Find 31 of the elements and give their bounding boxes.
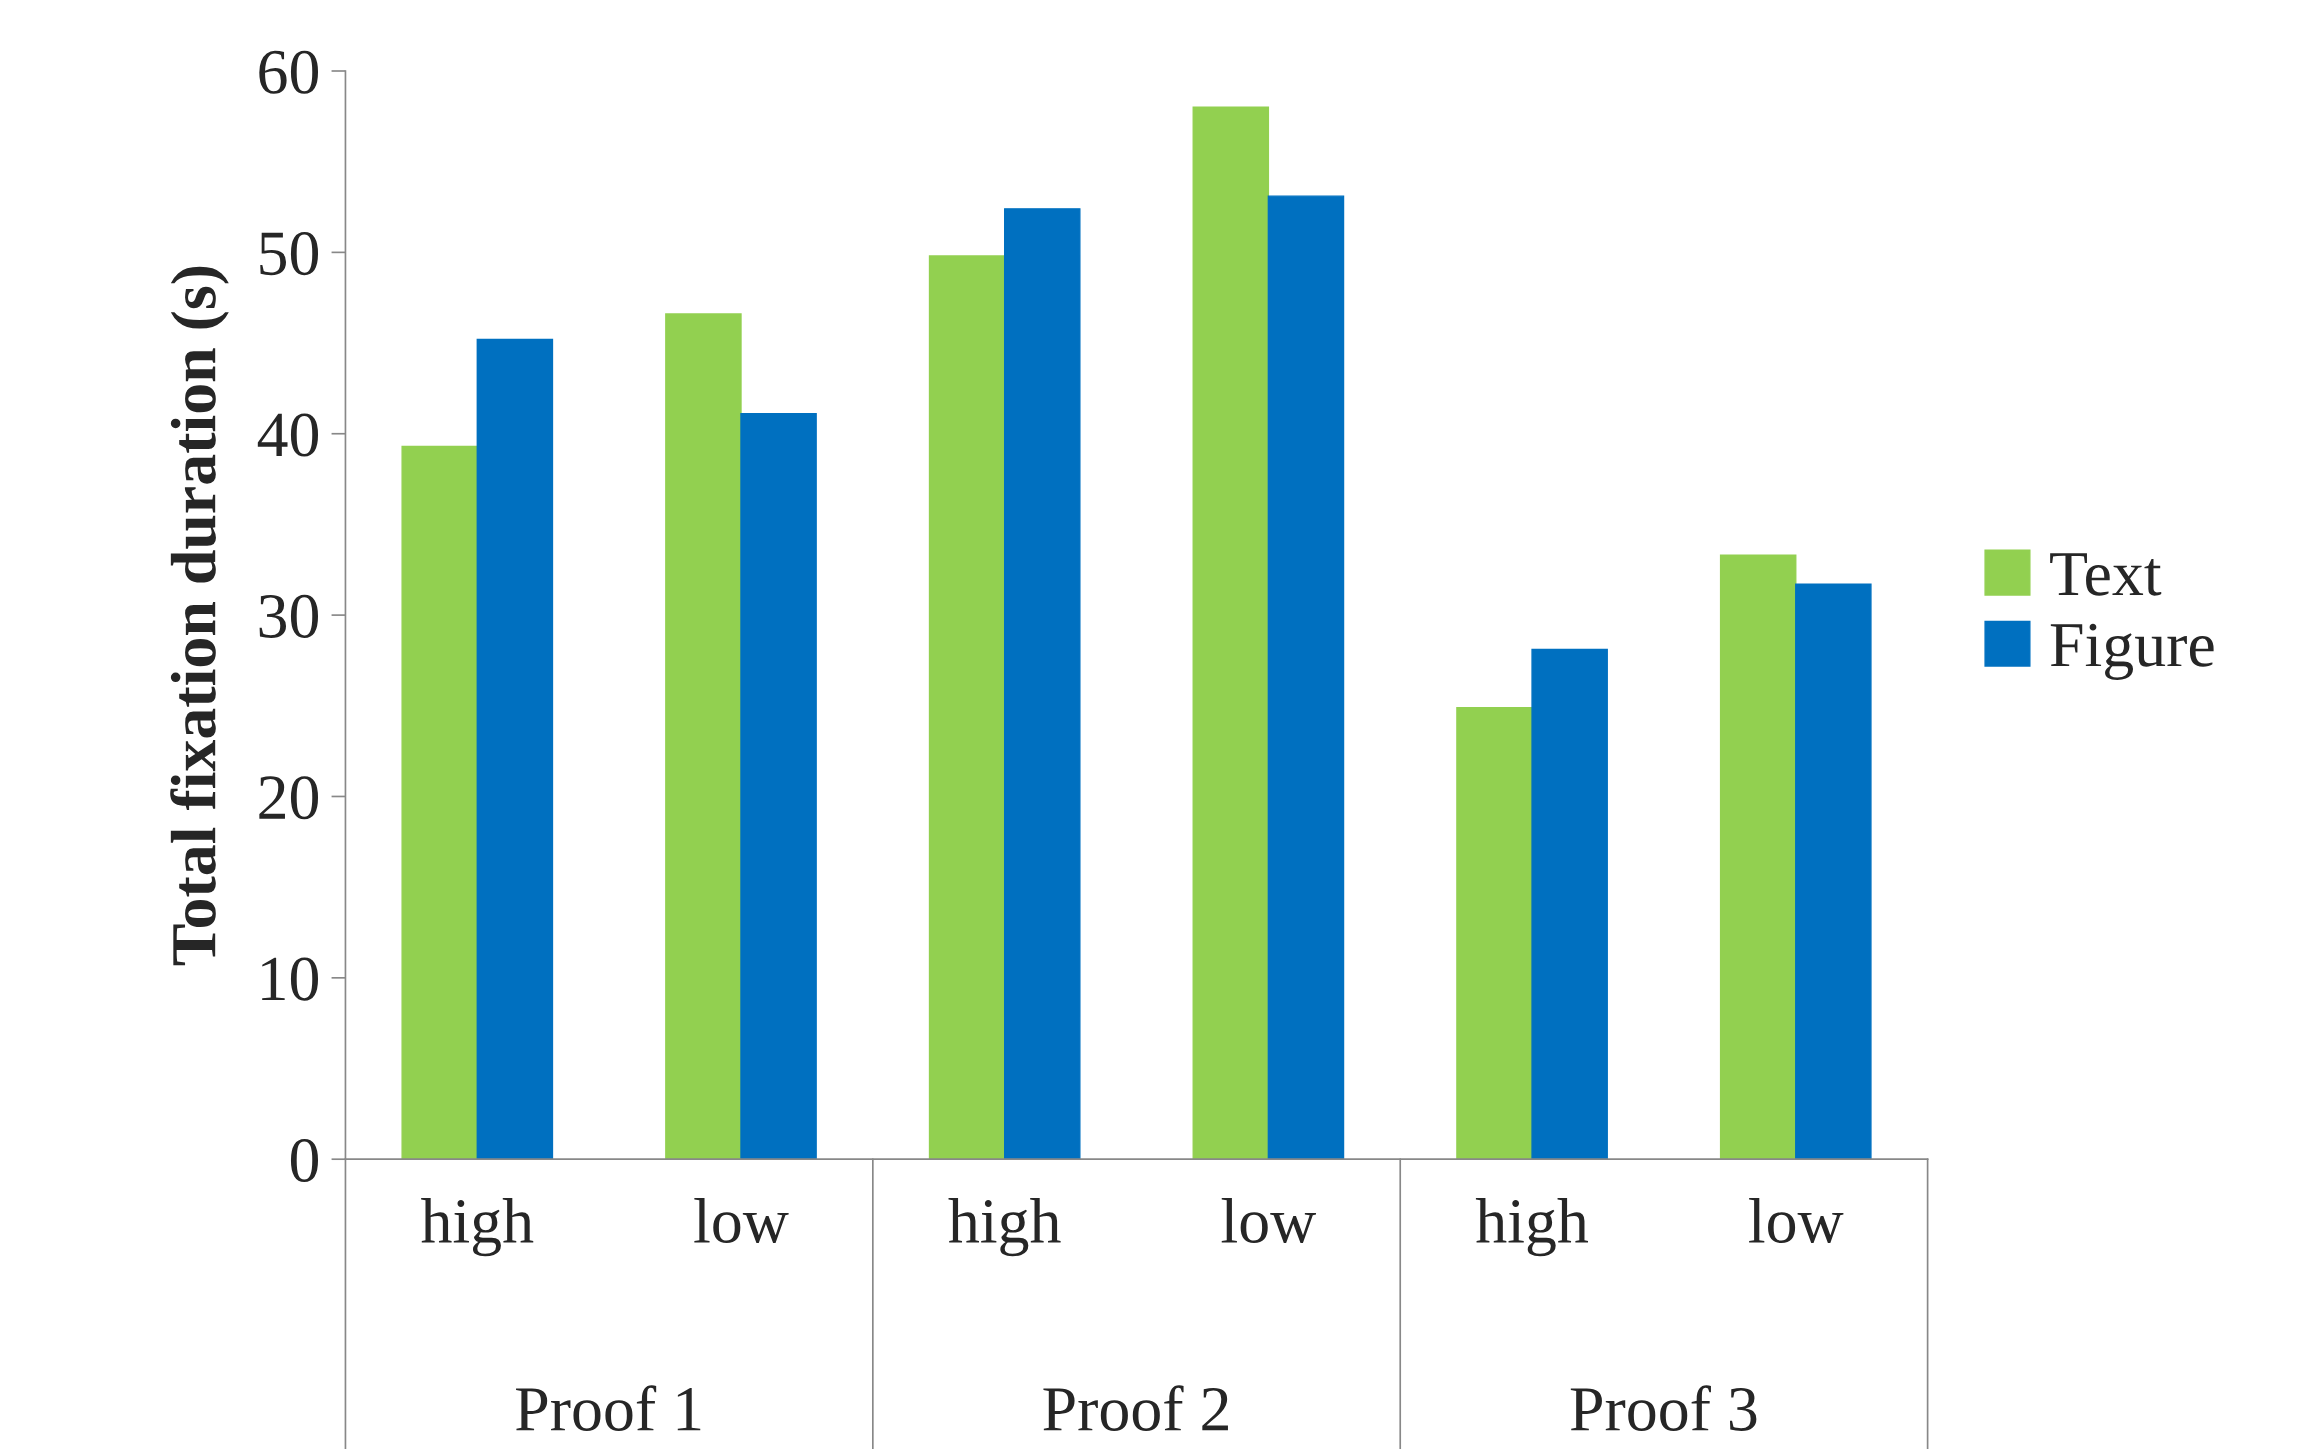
- y-tick-label: 60: [259, 50, 319, 94]
- bar: [928, 255, 1006, 1160]
- x-tick-label: low: [694, 1198, 789, 1244]
- bar: [1719, 554, 1797, 1160]
- bar: [1003, 208, 1081, 1160]
- x-tick-label: high: [948, 1198, 1061, 1257]
- y-tick-label: 30: [259, 594, 319, 638]
- y-tick-label: 20: [259, 776, 319, 820]
- text: Proof 1: [516, 1385, 701, 1431]
- x-tick-label: high: [421, 1198, 534, 1257]
- bar: [1456, 706, 1533, 1160]
- y-tick-label: 10: [262, 957, 319, 1001]
- y-tick-label: 0: [290, 1138, 319, 1182]
- x-tick-label: high: [1475, 1198, 1589, 1257]
- bar: [1531, 648, 1608, 1160]
- x-tick-label: low: [1749, 1198, 1844, 1244]
- bar: [401, 445, 478, 1160]
- legend-label: Figure: [2050, 623, 2214, 680]
- text: Proof 3: [1570, 1385, 1757, 1431]
- bar: [665, 313, 742, 1160]
- y-tick-label: 40: [257, 413, 319, 457]
- text: Proof 2: [1043, 1385, 1228, 1431]
- x-tick-label: low: [1221, 1198, 1317, 1244]
- bar: [740, 413, 817, 1160]
- bar: [1267, 195, 1345, 1160]
- y-tick-label: 50: [260, 232, 319, 276]
- bar: [476, 338, 554, 1160]
- bar: [1795, 583, 1872, 1160]
- bar: [1192, 106, 1270, 1160]
- legend-label: Text: [2050, 553, 2162, 596]
- y-axis-title: Total fixation duration (s): [170, 266, 229, 966]
